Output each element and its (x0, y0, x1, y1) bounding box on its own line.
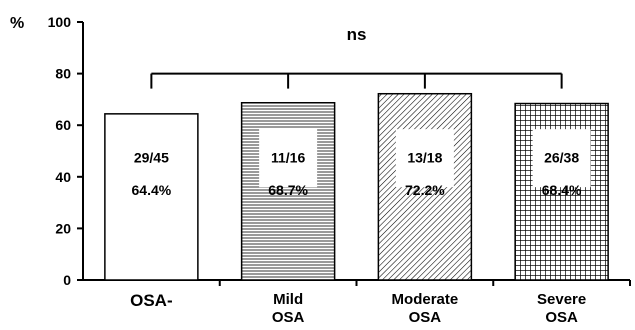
bar-label-box (395, 129, 454, 188)
y-axis-label: % (10, 15, 24, 32)
y-tick-label: 80 (55, 66, 71, 82)
bar-fraction-label: 26/38 (544, 150, 579, 166)
labels: 0 20 40 60 80 100% 29/45 64.4% 11/16 68.7% 13/18 72… (10, 14, 591, 326)
bar (377, 92, 473, 281)
y-tick-label: 0 (63, 272, 71, 288)
bar-label-box (532, 129, 591, 188)
y-tick-label: 60 (55, 117, 71, 133)
x-category-label: Mild (273, 291, 303, 308)
x-category-label: Severe (537, 291, 586, 308)
bar-percent-label: 68.4% (542, 182, 582, 198)
x-category-label: OSA (545, 309, 578, 326)
bar-fraction-label: 11/16 (271, 150, 305, 166)
bar-percent-label: 68.7% (268, 182, 308, 198)
bar-label-box (259, 129, 318, 188)
y-tick-label: 100 (48, 14, 72, 30)
bar-percent-label: 64.4% (132, 182, 172, 198)
bar-percent-label: 72.2% (405, 182, 445, 198)
y-tick-label: 20 (55, 220, 71, 236)
x-category-label: OSA (409, 309, 442, 326)
bar-fraction-label: 29/45 (134, 150, 169, 166)
y-tick-label: 40 (55, 169, 71, 185)
x-category-label: Moderate (392, 291, 459, 308)
x-category-label: OSA (272, 309, 305, 326)
bar-label-box (122, 129, 181, 188)
x-category-label: OSA- (130, 291, 173, 310)
significance-label: ns (347, 25, 367, 44)
bar-fraction-label: 13/18 (407, 150, 442, 166)
significance-annotation: ns (150, 25, 563, 89)
